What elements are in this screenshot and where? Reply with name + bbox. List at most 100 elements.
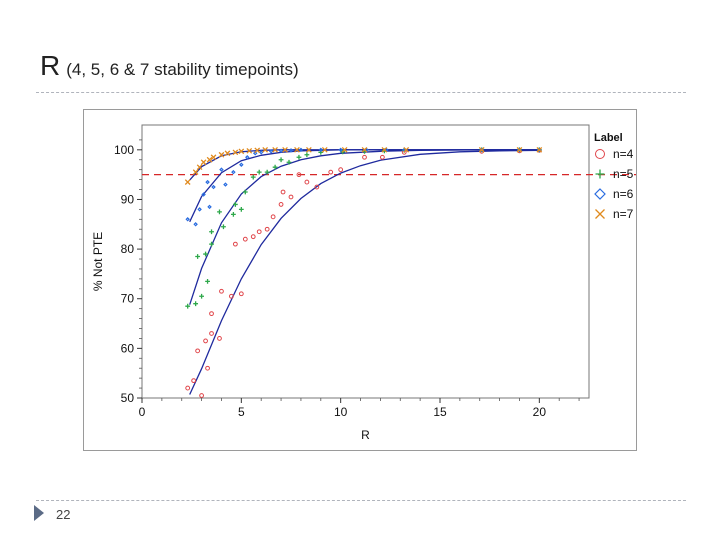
data-point-n=4 bbox=[209, 311, 214, 317]
title-divider bbox=[36, 92, 686, 93]
data-point-n=6 bbox=[288, 148, 294, 153]
data-point-n=7 bbox=[516, 146, 523, 153]
data-point-n=6 bbox=[219, 167, 224, 172]
data-point-n=7 bbox=[478, 146, 485, 153]
data-point-n=4 bbox=[379, 154, 385, 160]
data-point-n=7 bbox=[254, 147, 261, 154]
data-point-n=7 bbox=[206, 156, 213, 163]
data-point-n=4 bbox=[238, 291, 244, 297]
data-point-n=5 bbox=[286, 159, 292, 165]
data-point-n=4 bbox=[256, 229, 262, 235]
data-point-n=5 bbox=[250, 174, 256, 180]
data-point-n=5 bbox=[209, 229, 214, 235]
legend-marker-n=6 bbox=[594, 188, 606, 200]
footer-divider bbox=[36, 500, 686, 501]
data-point-n=4 bbox=[229, 293, 234, 299]
data-point-n=6 bbox=[338, 147, 343, 153]
y-tick-label: 100 bbox=[114, 143, 134, 157]
slide-arrow-icon bbox=[34, 505, 44, 521]
data-point-n=4 bbox=[217, 336, 222, 341]
data-point-n=7 bbox=[272, 146, 278, 153]
data-point-n=5 bbox=[195, 254, 201, 259]
data-point-n=6 bbox=[252, 151, 258, 156]
data-point-n=7 bbox=[306, 146, 312, 153]
data-point-n=5 bbox=[238, 206, 244, 212]
data-point-n=5 bbox=[199, 293, 204, 299]
data-point-n=4 bbox=[195, 348, 201, 354]
data-point-n=7 bbox=[210, 154, 217, 161]
legend-label-n=5: n=5 bbox=[613, 167, 634, 181]
data-point-n=5 bbox=[193, 301, 199, 307]
slide-number: 22 bbox=[56, 507, 71, 522]
data-point-n=5 bbox=[203, 251, 208, 257]
plot-area bbox=[141, 124, 590, 399]
slide-title: R (4, 5, 6 & 7 stability timepoints) bbox=[40, 50, 299, 82]
data-point-n=4 bbox=[205, 365, 210, 371]
data-point-n=6 bbox=[211, 184, 216, 190]
data-point-n=7 bbox=[381, 146, 388, 153]
legend-label-n=7: n=7 bbox=[613, 207, 634, 221]
data-point-n=7 bbox=[294, 146, 300, 153]
data-point-n=4 bbox=[185, 385, 191, 391]
data-point-n=4 bbox=[338, 167, 344, 173]
data-point-n=4 bbox=[191, 378, 197, 384]
data-point-n=6 bbox=[258, 150, 264, 155]
data-point-n=6 bbox=[298, 147, 304, 153]
data-point-n=6 bbox=[185, 217, 190, 222]
x-tick-label: 15 bbox=[433, 405, 447, 419]
data-point-n=4 bbox=[209, 331, 214, 336]
data-point-n=6 bbox=[318, 147, 324, 153]
legend-title: Label bbox=[594, 132, 623, 144]
x-tick-label: 5 bbox=[238, 405, 245, 419]
data-point-n=7 bbox=[196, 164, 203, 171]
legend-marker-n=5 bbox=[595, 169, 605, 179]
y-tick-label: 60 bbox=[121, 341, 135, 355]
data-point-n=5 bbox=[205, 278, 210, 284]
data-point-n=7 bbox=[238, 148, 245, 155]
data-point-n=5 bbox=[209, 241, 214, 247]
data-point-n=7 bbox=[218, 151, 225, 158]
data-point-n=6 bbox=[239, 162, 244, 167]
data-point-n=5 bbox=[264, 169, 270, 175]
data-point-n=6 bbox=[201, 192, 206, 197]
data-point-n=7 bbox=[200, 159, 207, 166]
data-point-n=7 bbox=[341, 146, 348, 153]
data-point-n=7 bbox=[232, 149, 239, 156]
data-point-n=5 bbox=[217, 209, 222, 215]
data-point-n=6 bbox=[197, 207, 202, 212]
legend-marker-n=4 bbox=[595, 149, 605, 159]
data-point-n=7 bbox=[321, 146, 328, 153]
data-point-n=7 bbox=[536, 146, 543, 153]
data-point-n=4 bbox=[362, 154, 367, 160]
data-point-n=7 bbox=[361, 146, 368, 153]
legend-label-n=6: n=6 bbox=[613, 187, 634, 201]
legend-marker-n=7 bbox=[595, 209, 605, 219]
x-tick-label: 10 bbox=[334, 405, 348, 419]
data-point-n=4 bbox=[219, 288, 224, 294]
data-point-n=5 bbox=[232, 202, 238, 207]
data-point-n=4 bbox=[304, 179, 310, 185]
data-point-n=4 bbox=[288, 194, 294, 200]
y-tick-label: 90 bbox=[121, 192, 135, 206]
data-point-n=5 bbox=[242, 189, 248, 195]
x-tick-label: 20 bbox=[533, 405, 547, 419]
data-point-n=6 bbox=[245, 155, 250, 160]
legend-label-n=4: n=4 bbox=[613, 147, 634, 161]
data-point-n=7 bbox=[224, 150, 231, 157]
data-point-n=5 bbox=[304, 152, 310, 158]
data-point-n=6 bbox=[207, 204, 212, 210]
data-point-n=5 bbox=[278, 157, 284, 163]
data-point-n=4 bbox=[280, 189, 286, 195]
data-point-n=4 bbox=[199, 393, 204, 398]
data-point-n=4 bbox=[232, 241, 238, 247]
y-tick-label: 80 bbox=[121, 242, 135, 256]
data-point-n=6 bbox=[268, 149, 274, 154]
data-point-n=6 bbox=[193, 222, 198, 227]
data-point-n=7 bbox=[403, 146, 410, 153]
data-point-n=5 bbox=[256, 169, 262, 175]
data-point-n=4 bbox=[328, 169, 334, 175]
y-tick-label: 50 bbox=[121, 391, 135, 405]
data-point-n=6 bbox=[278, 148, 284, 154]
fit-curve-n=5 bbox=[189, 149, 540, 305]
data-point-n=4 bbox=[314, 184, 320, 190]
